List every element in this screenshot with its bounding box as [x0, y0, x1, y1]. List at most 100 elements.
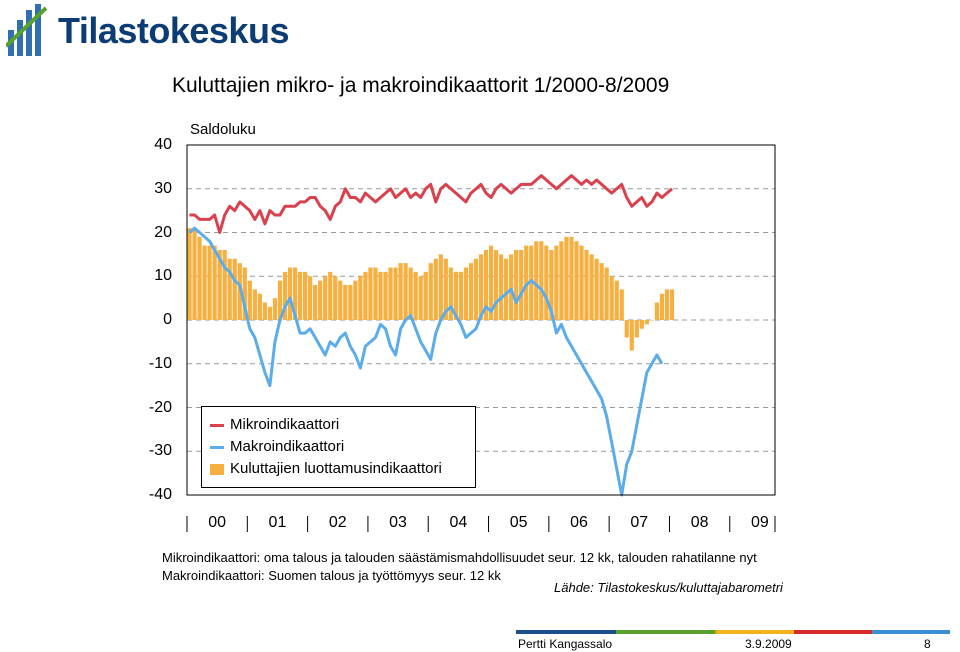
bar — [659, 293, 665, 320]
bar — [569, 236, 574, 320]
bar — [388, 267, 393, 320]
bar — [343, 285, 348, 320]
bar — [338, 280, 343, 320]
y-tick-label: 0 — [163, 311, 172, 328]
bar — [408, 267, 413, 320]
series-lines — [188, 174, 673, 497]
bar — [483, 250, 489, 320]
tilastokeskus-logo: Tilastokeskus — [4, 2, 289, 62]
bar — [267, 306, 273, 320]
bar — [333, 276, 338, 320]
bar — [534, 241, 539, 320]
x-tick-label: 07 — [630, 514, 649, 531]
x-tick-label: 05 — [509, 514, 528, 531]
bar — [212, 245, 217, 320]
bar — [463, 267, 469, 320]
bar — [448, 267, 453, 320]
bars-luottamus — [187, 228, 675, 351]
y-tick-label: -30 — [148, 442, 172, 460]
bar — [654, 302, 660, 320]
bar — [619, 289, 624, 320]
chart-title: Kuluttajien mikro- ja makroindikaattorit… — [172, 74, 670, 97]
bar — [473, 258, 479, 320]
bar — [564, 236, 569, 320]
bar — [323, 276, 328, 320]
bar — [423, 271, 428, 320]
bar — [292, 267, 298, 320]
bar — [257, 293, 262, 320]
bar — [227, 258, 232, 320]
bar — [579, 245, 584, 320]
bar — [644, 320, 649, 325]
bar — [353, 280, 358, 320]
logo-bars-icon — [4, 4, 48, 56]
bar — [584, 250, 589, 320]
bar — [368, 267, 373, 320]
bar — [358, 276, 363, 320]
x-tick-label: 08 — [690, 514, 709, 531]
y-tick-label: -20 — [148, 398, 172, 416]
bar — [217, 250, 222, 320]
bar — [247, 280, 252, 320]
bar — [634, 320, 639, 338]
bar — [242, 267, 247, 320]
bar — [383, 271, 388, 320]
bar — [287, 267, 293, 320]
y-tick-label: 20 — [154, 223, 172, 241]
bar — [514, 250, 519, 320]
bar — [498, 254, 504, 320]
y-tick-label: -40 — [148, 486, 172, 503]
legend-label-macro: Makroindikaattori — [230, 438, 345, 455]
note-micro: Mikroindikaattori: oma talous ja taloude… — [162, 550, 757, 565]
source-text: Lähde: Tilastokeskus/kuluttajabarometri — [554, 580, 783, 595]
footer-colorbar — [516, 630, 950, 634]
bar — [639, 320, 644, 329]
bar — [468, 263, 474, 320]
note-macro: Makroindikaattori: Suomen talous ja työt… — [162, 568, 501, 583]
bar — [363, 271, 368, 320]
legend-label-luottamus: Kuluttajien luottamusindikaattori — [230, 460, 442, 477]
bar — [393, 267, 398, 320]
bar — [669, 289, 675, 320]
bar — [524, 245, 529, 320]
bar — [348, 285, 353, 320]
legend-item-luottamus: Kuluttajien luottamusindikaattori — [210, 459, 442, 479]
bar — [519, 250, 524, 320]
x-tick-label: 02 — [328, 514, 347, 531]
bar — [649, 320, 654, 321]
bar — [403, 263, 408, 320]
bar — [539, 241, 544, 320]
bar — [629, 320, 634, 351]
legend-swatch-macro — [210, 445, 224, 449]
legend-swatch-luottamus — [210, 463, 224, 475]
bar — [222, 250, 227, 320]
bar — [308, 276, 313, 320]
bar — [624, 320, 629, 338]
bar — [277, 280, 283, 320]
bar — [458, 271, 464, 320]
bar — [192, 228, 197, 320]
bar — [428, 263, 433, 320]
bar — [202, 245, 207, 320]
bar — [594, 258, 599, 320]
bar — [478, 254, 484, 320]
bar — [187, 228, 192, 320]
x-tick-label: 00 — [208, 514, 227, 531]
bar — [589, 254, 594, 320]
x-tick-label: 03 — [389, 514, 407, 531]
bar — [197, 236, 202, 320]
y-tick-label: 40 — [154, 136, 172, 153]
bar — [418, 276, 423, 320]
bar — [398, 263, 403, 320]
bar — [488, 245, 494, 320]
legend-label-micro: Mikroindikaattori — [230, 416, 340, 433]
bar — [599, 263, 604, 320]
bar — [232, 258, 237, 320]
line-makroindikaattori — [188, 226, 664, 497]
legend: Mikroindikaattori Makroindikaattori Kulu… — [201, 406, 476, 488]
bar — [373, 267, 378, 320]
bar — [207, 245, 212, 320]
bar — [549, 250, 554, 320]
bar — [554, 245, 559, 320]
